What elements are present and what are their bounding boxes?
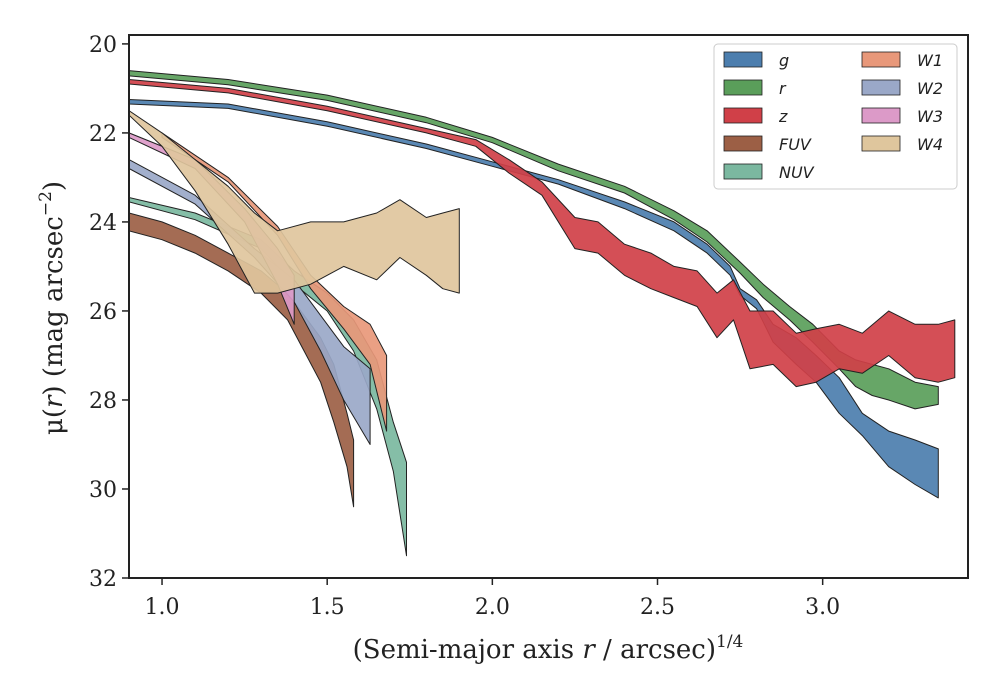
legend-swatch — [861, 51, 901, 68]
axes-layer: 1.0 1.5 2.0 2.5 3.0 20 22 24 26 28 30 32 — [89, 33, 969, 620]
legend-swatch — [723, 51, 763, 68]
series-band-z — [129, 79, 956, 388]
x-tick-label: 1.5 — [310, 595, 345, 620]
legend-item-w1: W1 — [861, 51, 943, 70]
legend-item-fuv: FUV — [723, 135, 812, 154]
legend-swatch — [723, 107, 763, 124]
y-tick-label: 32 — [89, 567, 117, 592]
y-tick-label: 30 — [89, 478, 117, 503]
y-tick-label: 26 — [89, 300, 117, 325]
y-tick-label: 22 — [89, 122, 117, 147]
y-tick-label: 28 — [89, 389, 117, 414]
x-tick-label: 2.0 — [475, 595, 510, 620]
legend-item-g: g — [723, 51, 789, 70]
legend-label: W3 — [917, 107, 943, 126]
x-tick-label: 3.0 — [805, 595, 840, 620]
legend-label: W2 — [917, 79, 943, 98]
legend-label: g — [779, 51, 789, 70]
legend-item-r: r — [723, 79, 787, 98]
legend-item-nuv: NUV — [723, 163, 815, 182]
legend-item-w4: W4 — [861, 135, 943, 154]
x-axis-title: (Semi-major axis r / arcsec)1/4 — [353, 632, 744, 665]
legend-label: W1 — [917, 51, 943, 70]
x-tick-label: 2.5 — [640, 595, 675, 620]
legend-swatch — [861, 107, 901, 124]
legend-swatch — [723, 79, 763, 96]
plot-frame — [128, 34, 969, 579]
y-axis-title: μ(r) (mag arcsec−2) — [36, 181, 69, 435]
legend-item-z: z — [723, 107, 788, 126]
y-tick-label: 24 — [89, 211, 117, 236]
legend-swatch — [861, 135, 901, 152]
legend-label: W4 — [917, 135, 943, 154]
legend-label: z — [778, 107, 788, 126]
legend-label: NUV — [779, 163, 815, 182]
legend-item-w3: W3 — [861, 107, 943, 126]
legend-swatch — [723, 163, 763, 180]
y-tick-label: 20 — [89, 33, 117, 58]
legend-swatch — [861, 79, 901, 96]
legend-label: r — [779, 79, 787, 98]
series-layer — [129, 70, 956, 557]
x-tick-label: 1.0 — [145, 595, 180, 620]
legend: grz FUV NUV W1 W2 W3 W4 — [713, 43, 958, 190]
series-band-w4 — [129, 110, 460, 294]
legend-item-w2: W2 — [861, 79, 943, 98]
legend-swatch — [723, 135, 763, 152]
series-band-r — [129, 70, 939, 410]
legend-label: FUV — [779, 135, 812, 154]
series-band-g — [129, 99, 939, 499]
